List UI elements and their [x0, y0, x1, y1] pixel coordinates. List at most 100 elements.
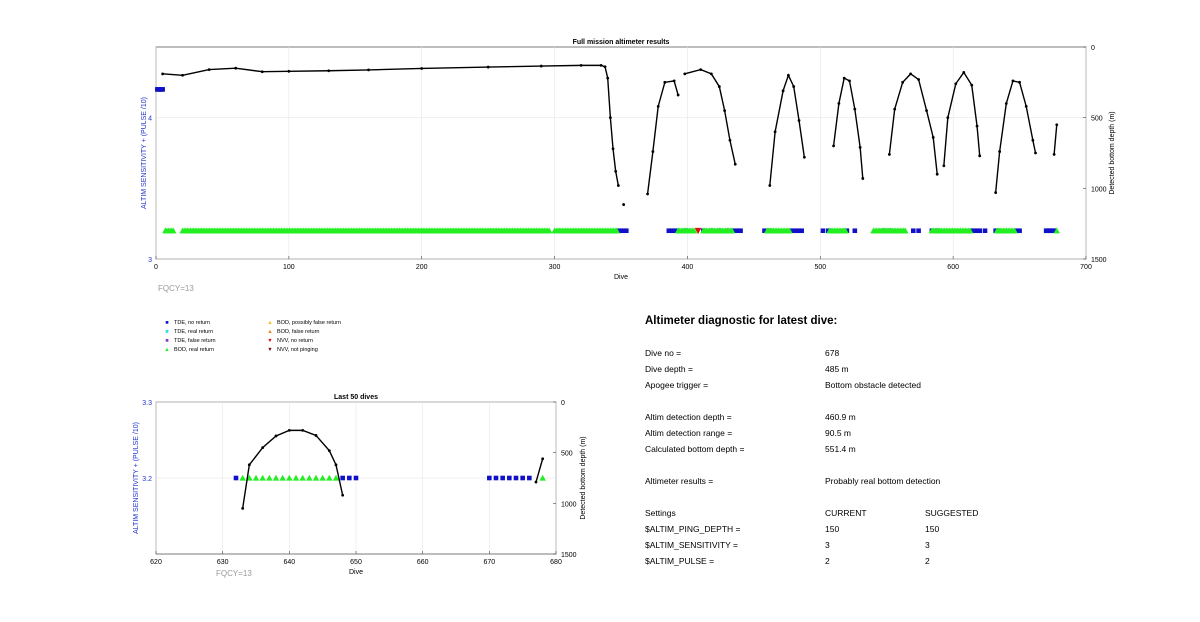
diag-label: Calculated bottom depth = [645, 444, 745, 454]
depth-point [954, 82, 958, 86]
legend-label: BOD, real return [174, 347, 215, 353]
last50-chart-title: Last 50 dives [334, 394, 378, 401]
depth-point [832, 144, 835, 148]
last50-chart-ylabel-right: Detected bottom depth (m) [580, 436, 587, 519]
last50-chart-fqcy-label: FQCY=13 [216, 569, 252, 578]
tde-marker [618, 228, 624, 234]
depth-point [367, 68, 370, 72]
x-tick-label: 680 [550, 559, 562, 566]
y-right-tick-label: 500 [1091, 116, 1103, 123]
full-chart-ylabel-right: Detected bottom depth (m) [1109, 111, 1116, 194]
full-chart-ticks: 0 100 200 300 400 500 600 700 3 4 0 500 1000 1500 [148, 45, 1107, 271]
depth-point [858, 145, 862, 149]
depth-point [420, 67, 424, 70]
tde-marker [852, 228, 858, 234]
last50-chart-xlabel: Dive [349, 569, 363, 576]
full-chart-grid [155, 47, 1087, 260]
depth-point [181, 73, 184, 77]
y-left-tick-label: 3.3 [142, 400, 152, 407]
y-left-tick-label: 4 [148, 116, 152, 123]
triangle-up-icon: ▲ [164, 347, 170, 353]
diag-value: 678 [825, 348, 840, 358]
depth-point [260, 70, 264, 74]
settings-current: 2 [825, 556, 830, 566]
depth-point [962, 71, 966, 74]
x-tick-label: 640 [283, 559, 295, 566]
full-chart-frame [155, 46, 1087, 260]
depth-point [672, 79, 676, 83]
x-tick-label: 200 [416, 264, 428, 271]
nvv-marker [694, 227, 702, 235]
depth-point [717, 85, 721, 88]
depth-point [901, 80, 905, 84]
tde-marker [1051, 228, 1057, 234]
depth-point [931, 136, 935, 139]
depth-point [341, 493, 345, 497]
tde-marker [527, 475, 532, 481]
depth-point [606, 76, 610, 80]
y-right-tick-label: 1500 [1091, 257, 1107, 264]
settings-current: 3 [825, 540, 830, 550]
depth-point [683, 72, 687, 76]
depth-point [207, 68, 211, 72]
triangle-down-icon: ▼ [267, 338, 273, 344]
triangle-up-icon: ▲ [267, 320, 273, 326]
depth-point [1055, 123, 1059, 127]
legend-item-bod-false-return: ▲ BOD, false return [263, 329, 319, 335]
legend-label: TDE, real return [174, 329, 214, 335]
depth-point [676, 93, 680, 97]
depth-point [797, 119, 801, 122]
full-chart-ylabel-left: ALTIM SENSITIVITY + (PULSE /10) [141, 97, 148, 209]
bod-marker [312, 474, 320, 481]
x-tick-label: 620 [150, 559, 162, 566]
depth-point [768, 184, 772, 187]
depth-point [651, 150, 655, 153]
bod-marker [292, 474, 300, 481]
legend-item-nvv-no-return: ▼ NVV, no return [263, 338, 313, 344]
y-right-tick-label: 500 [561, 451, 573, 458]
depth-line [769, 73, 806, 186]
tde-marker [493, 475, 499, 481]
bod-marker [690, 227, 698, 234]
depth-point [614, 169, 618, 173]
depth-point [1004, 102, 1008, 105]
depth-point [327, 449, 331, 453]
depth-line [535, 458, 544, 483]
diag-value: 551.4 m [825, 444, 856, 454]
y-right-tick-label: 1000 [561, 501, 577, 508]
depth-line [1053, 124, 1058, 155]
bod-marker [332, 474, 340, 481]
depth-point [261, 446, 265, 449]
depth-point [723, 109, 727, 112]
depth-point [970, 83, 974, 87]
tde-marker [507, 475, 512, 481]
tde-marker [353, 475, 359, 481]
legend-label: NVV, not pinging [277, 347, 318, 353]
diagnostic-title: Altimeter diagnostic for latest dive: [645, 315, 838, 327]
tde-marker [669, 228, 674, 234]
depth-point [287, 69, 291, 73]
tde-marker [1017, 228, 1022, 234]
depth-point [287, 428, 291, 432]
settings-name: $ALTIM_PULSE = [645, 556, 715, 566]
depth-point [241, 507, 245, 510]
x-tick-label: 700 [1080, 264, 1092, 271]
full-chart-fqcy-label: FQCY=13 [158, 284, 194, 293]
bod-marker [239, 474, 246, 481]
legend-label: TDE, no return [174, 320, 211, 326]
depth-point [917, 78, 920, 81]
tde-marker [624, 228, 629, 234]
tde-marker [1014, 228, 1020, 234]
x-tick-label: 600 [947, 264, 959, 271]
full-chart-title: Full mission altimeter results [573, 39, 670, 46]
depth-point [773, 130, 777, 134]
depth-point [603, 65, 607, 69]
legend-label: TDE, false return [174, 338, 216, 344]
depth-line [646, 80, 679, 195]
y-right-tick-label: 1000 [1091, 186, 1107, 193]
y-left-tick-label: 3.2 [142, 476, 152, 483]
bod-marker [259, 474, 266, 481]
chart-legend: ■ TDE, no return ■ TDE, real return ■ TD… [160, 320, 420, 364]
x-tick-label: 630 [217, 559, 229, 566]
y-right-tick-label: 0 [1091, 45, 1095, 52]
